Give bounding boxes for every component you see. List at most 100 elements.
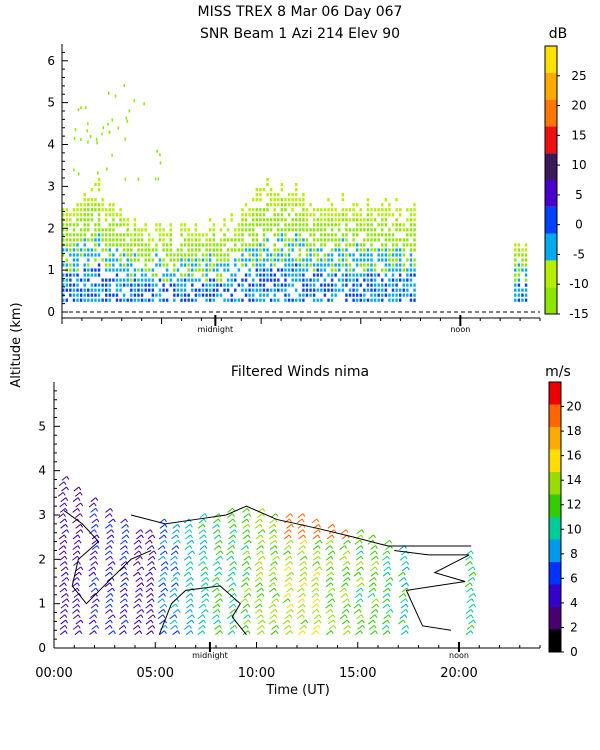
snr-cell	[269, 188, 273, 192]
wind-barb-flag	[390, 609, 394, 613]
wind-barb	[357, 619, 363, 625]
wind-barb-flag	[360, 534, 364, 539]
snr-cell	[106, 167, 108, 171]
snr-cell	[191, 263, 194, 267]
wind-barb-flag	[190, 598, 194, 603]
figure-title-line1: MISS TREX 8 Mar 06 Day 067	[198, 4, 403, 20]
snr-cell	[69, 278, 72, 282]
snr-cell	[330, 213, 334, 217]
snr-cell	[284, 273, 287, 277]
snr-cell	[309, 228, 312, 232]
snr-cell	[165, 248, 169, 252]
wind-barb	[121, 577, 127, 582]
wind-barb	[59, 582, 65, 588]
snr-cell	[327, 298, 330, 302]
wind-barb	[214, 624, 220, 630]
snr-cell	[269, 253, 273, 257]
snr-cell	[291, 218, 294, 222]
wind-barb-flag	[95, 550, 98, 555]
wind-barb	[59, 561, 66, 566]
wind-barb	[185, 566, 192, 572]
wind-barb	[184, 545, 191, 550]
wind-barb-flag	[64, 561, 68, 565]
snr-cell	[305, 288, 309, 292]
snr-cell	[90, 253, 94, 257]
wind-barb	[146, 545, 153, 550]
snr-cell	[373, 233, 377, 237]
wind-barb	[254, 577, 261, 582]
wind-barb	[467, 566, 474, 572]
wind-barb	[229, 593, 235, 598]
snr-cell	[237, 223, 241, 227]
wind-barb-flag	[386, 619, 390, 624]
wind-barb-flag	[346, 619, 350, 624]
wind-barb	[90, 497, 97, 503]
snr-cell	[201, 253, 205, 257]
snr-cell	[320, 233, 323, 237]
wind-barb	[104, 545, 111, 550]
snr-colorbar-swatch	[545, 233, 557, 261]
snr-cell	[173, 263, 176, 267]
snr-cell	[377, 258, 380, 262]
snr-cell	[388, 213, 391, 217]
wind-barb	[136, 609, 143, 614]
wind-barb	[135, 555, 141, 561]
snr-cell	[277, 298, 280, 302]
snr-cell	[234, 263, 237, 267]
snr-cell	[402, 253, 405, 257]
snr-cell	[280, 258, 284, 262]
wind-barb	[146, 598, 153, 604]
snr-cell	[205, 243, 208, 247]
snr-cell	[162, 278, 165, 282]
snr-cell	[359, 258, 362, 262]
snr-cell	[155, 273, 158, 277]
snr-cell	[345, 298, 348, 302]
wind-barb	[325, 561, 332, 566]
wind-barb-flag	[203, 603, 207, 608]
snr-cell	[312, 238, 316, 242]
wind-barb	[183, 571, 190, 577]
snr-cell	[391, 263, 395, 267]
snr-cell	[273, 263, 276, 267]
snr-cell	[183, 243, 187, 247]
snr-cell	[370, 228, 373, 232]
wind-barb-flag	[360, 555, 364, 560]
snr-cell	[355, 243, 359, 247]
snr-cell	[370, 278, 373, 282]
snr-cell	[117, 126, 120, 130]
snr-cell	[223, 218, 226, 222]
snr-cell	[377, 293, 380, 297]
wind-barb-flag	[304, 555, 308, 560]
wind-barb	[172, 571, 179, 577]
wind-barb-flag	[360, 587, 364, 592]
snr-cell	[151, 268, 155, 272]
wind-barb	[299, 539, 306, 545]
winds-colorbar-tick-label: 12	[566, 498, 581, 512]
wind-barb	[172, 630, 178, 636]
snr-cell	[413, 243, 416, 247]
snr-cell	[205, 298, 208, 302]
snr-y-tick-label: 5	[47, 96, 55, 110]
wind-barb	[269, 577, 276, 582]
snr-cell	[79, 248, 83, 252]
wind-barb-flag	[177, 524, 181, 528]
snr-cell	[219, 253, 223, 257]
snr-cell	[320, 268, 323, 272]
snr-y-tick-label: 2	[47, 221, 55, 235]
wind-barb	[91, 624, 97, 630]
wind-barb	[371, 603, 377, 609]
snr-cell	[219, 258, 223, 262]
wind-barb	[297, 513, 304, 519]
wind-barb	[59, 614, 66, 620]
snr-cell	[241, 243, 244, 247]
wind-barb	[75, 523, 82, 529]
snr-colorbar-swatch	[545, 126, 557, 154]
snr-cell	[140, 293, 144, 297]
wind-barb-flag	[273, 571, 277, 576]
snr-cell	[119, 213, 122, 217]
wind-barb-flag	[165, 566, 169, 571]
snr-cell	[226, 278, 230, 282]
snr-cell	[370, 248, 373, 252]
snr-cell	[323, 288, 327, 292]
snr-cell	[287, 198, 291, 202]
